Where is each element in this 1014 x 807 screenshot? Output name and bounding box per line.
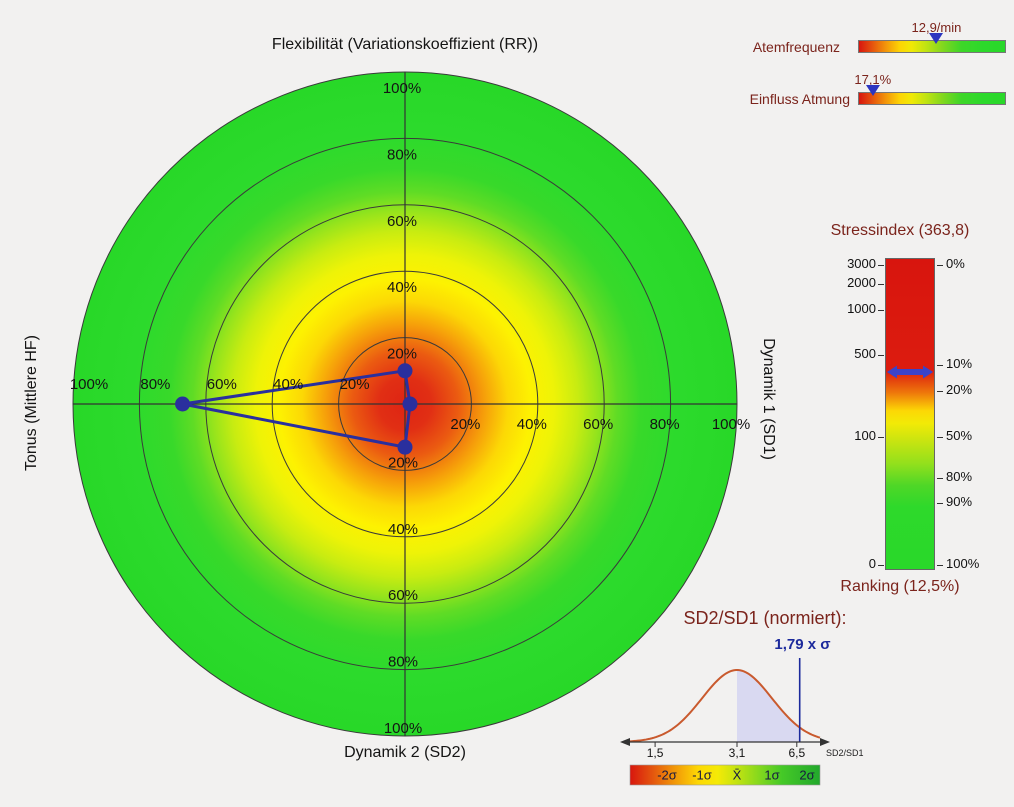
stress-scale-right-label: 50% [946, 428, 973, 444]
stressindex-panel: Stressindex (363,8) 3000 2000 1000 500 100 0 0… [800, 222, 1000, 612]
radar-data-point [402, 396, 418, 412]
atemfrequenz-value: 12,9/min [911, 20, 962, 35]
radar-axis-dynamik1-label: Dynamik 1 (SD1) [760, 338, 777, 460]
stress-scale-tick [937, 565, 943, 566]
radar-tick-label: 80% [388, 654, 418, 671]
stress-scale-left-label: 100 [854, 428, 876, 444]
stress-scale-left-label: 500 [854, 345, 876, 361]
ranking-label: Ranking (12,5%) [840, 578, 960, 595]
radar-tick-label: 20% [388, 454, 418, 471]
stress-scale-right-label: 20% [946, 381, 973, 397]
sigma-scale-label: -2σ [657, 768, 677, 783]
sd2sd1-title: SD2/SD1 (normiert): [683, 608, 847, 628]
stress-scale-right-label: 0% [946, 255, 965, 271]
stress-scale-tick [878, 264, 884, 266]
radar-tick-label: 40% [387, 279, 417, 296]
stress-scale-tick [937, 477, 943, 479]
radar-axis-tonus-label: Tonus (Mittlere HF) [23, 334, 40, 472]
einfluss-atmung-gauge-bar [858, 92, 1006, 105]
radar-tick-label: 100% [383, 80, 421, 97]
sigma-scale-label: 2σ [799, 768, 814, 783]
stress-scale-left-label: 1000 [847, 301, 876, 317]
distribution-shaded-area [737, 670, 800, 742]
radar-tick-label: 20% [340, 376, 370, 393]
stress-scale-tick [937, 437, 943, 439]
stress-scale-tick [878, 310, 884, 312]
stressindex-gauge-bar [885, 258, 935, 570]
radar-tick-label: 80% [650, 416, 680, 433]
radar-tick-label: 100% [70, 376, 108, 393]
stress-scale-left-label: 2000 [847, 274, 876, 290]
radar-tick-label: 80% [140, 376, 170, 393]
axis-arrow-left-icon [620, 738, 630, 746]
stress-scale-left-label: 0 [868, 556, 876, 571]
sd2sd1-distribution-chart: SD2/SD1 1,5 3,1 6,5 -2σ -1σ X̄ 1σ 2σ [620, 658, 864, 786]
radar-data-point [397, 363, 413, 379]
radar-chart: 20% 20% 20% 20% 40% 40% 40% 40% 60% 60% 60% 60% 80% 8… [70, 71, 750, 737]
x-tick-label: 6,5 [788, 746, 805, 760]
radar-data-point [175, 396, 191, 412]
radar-axis-dynamik2-label: Dynamik 2 (SD2) [344, 744, 466, 761]
x-tick-label: 3,1 [729, 746, 746, 760]
stress-scale-left-label: 3000 [847, 255, 876, 271]
stress-scale-right-label: 10% [946, 356, 973, 372]
stress-scale-tick [937, 365, 943, 367]
radar-tick-label: 60% [388, 587, 418, 604]
sigma-scale-label: 1σ [764, 768, 779, 783]
radar-title: Flexibilität (Variationskoeffizient (RR)… [271, 36, 539, 53]
einfluss-atmung-marker-icon [865, 85, 880, 96]
einfluss-atmung-label: Einfluss Atmung [749, 91, 850, 107]
radar-tick-label: 20% [450, 416, 480, 433]
stress-scale-right-label: 100% [946, 556, 980, 571]
einfluss-atmung-value: 17,1% [854, 72, 892, 87]
stress-scale-tick [937, 390, 943, 392]
atemfrequenz-label: Atemfrequenz [752, 39, 840, 55]
x-tick-label: 1,5 [647, 746, 664, 760]
stress-scale-tick [878, 354, 884, 356]
radar-tick-label: 60% [387, 213, 417, 230]
sigma-scale-label: -1σ [692, 768, 712, 783]
radar-data-point [397, 439, 413, 455]
axis-arrow-right-icon [820, 738, 830, 746]
radar-tick-label: 40% [388, 521, 418, 538]
radar-tick-label: 100% [384, 720, 422, 737]
stress-scale-right-label: 80% [946, 468, 973, 484]
stress-scale-tick [937, 264, 943, 266]
radar-tick-label: 80% [387, 146, 417, 163]
stressindex-title: Stressindex (363,8) [830, 222, 970, 239]
distribution-curve [629, 669, 821, 743]
radar-tick-label: 100% [712, 416, 750, 433]
radar-tick-label: 20% [387, 346, 417, 363]
sd2sd1-sigma-value: 1,79 x σ [774, 636, 831, 653]
radar-tick-label: 40% [517, 416, 547, 433]
stress-scale-tick [878, 283, 884, 285]
sigma-scale-bar [629, 764, 821, 786]
radar-tick-label: 60% [583, 416, 613, 433]
radar-tick-label: 40% [273, 376, 303, 393]
atemfrequenz-marker-icon [929, 33, 944, 44]
distribution-axis-unit-label: SD2/SD1 [826, 748, 864, 758]
sigma-scale-label: X̄ [733, 768, 742, 783]
radar-tick-label: 60% [207, 376, 237, 393]
stress-scale-right-label: 90% [946, 493, 973, 509]
stressindex-marker-arrow-icon [887, 365, 933, 379]
stress-scale-tick [878, 437, 884, 439]
stress-scale-tick [878, 565, 884, 566]
stress-scale-tick [937, 502, 943, 504]
